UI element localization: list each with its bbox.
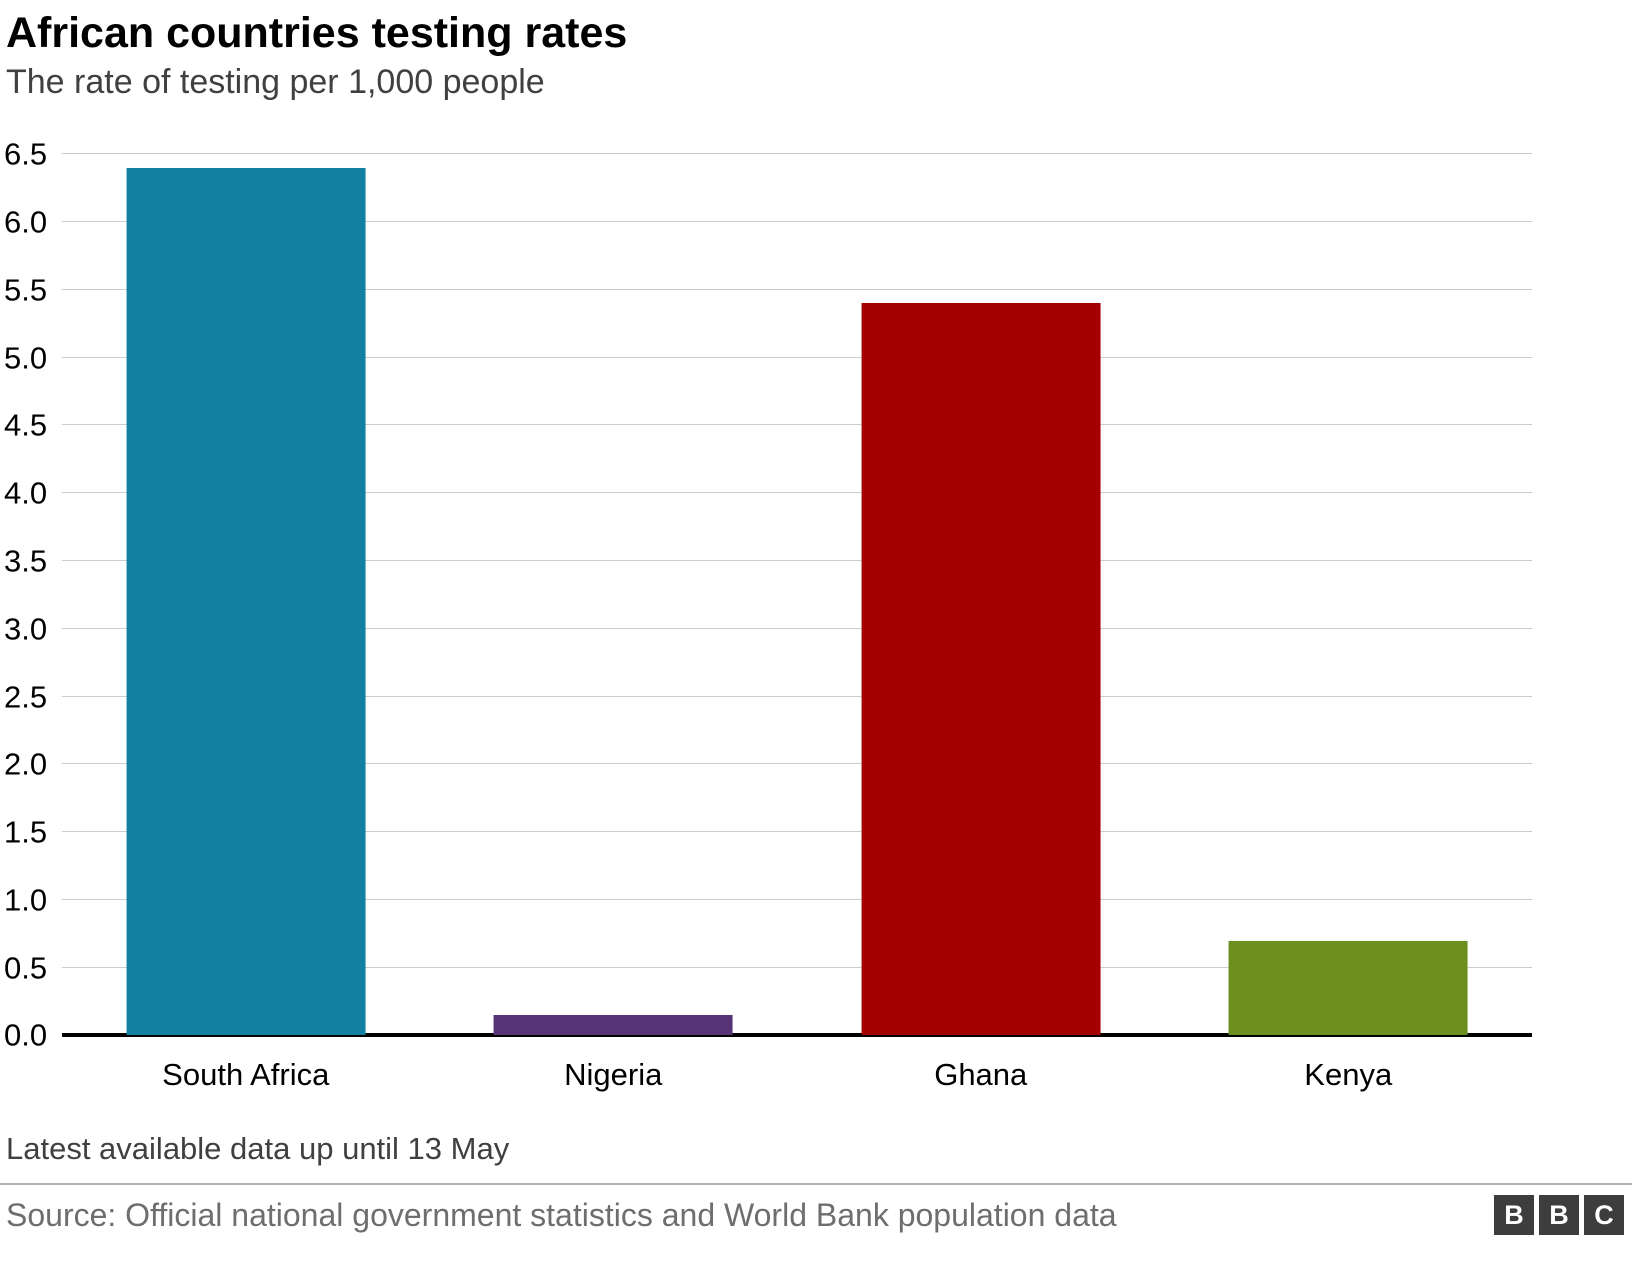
- y-tick-label: 1.5: [4, 814, 48, 850]
- y-tick-label: 2.5: [4, 679, 48, 715]
- bar-slot: [62, 154, 430, 1036]
- chart-subtitle: The rate of testing per 1,000 people: [6, 63, 545, 102]
- y-tick-label: 4.5: [4, 407, 48, 443]
- chart-footnote: Latest available data up until 13 May: [6, 1131, 510, 1167]
- x-axis-labels: South Africa Nigeria Ghana Kenya: [62, 1057, 1532, 1093]
- y-tick-label: 1.0: [4, 882, 48, 918]
- gridline: [62, 966, 1532, 968]
- y-tick-label: 4.0: [4, 475, 48, 511]
- y-tick-label: 2.0: [4, 746, 48, 782]
- bar-chart: 0.0 0.5 1.0 1.5 2.0 2.5 3.0 3.5 4.0 4.5 5.0 5.5 6.0 6…: [4, 139, 1533, 1093]
- gridline: [62, 424, 1532, 426]
- bar-slot: [430, 154, 798, 1036]
- x-label-nigeria: Nigeria: [564, 1057, 663, 1093]
- bar-ghana: [861, 303, 1101, 1036]
- gridline: [62, 831, 1532, 833]
- gridline: [62, 627, 1532, 629]
- chart-title: African countries testing rates: [6, 9, 628, 57]
- y-tick-label: 0.5: [4, 950, 48, 986]
- y-tick-label: 6.5: [4, 136, 48, 172]
- gridline: [62, 288, 1532, 290]
- gridline: [62, 763, 1532, 765]
- bbc-logo-letter: B: [1539, 1195, 1579, 1236]
- gridline: [62, 695, 1532, 697]
- gridline: [62, 153, 1532, 155]
- bar-kenya: [1228, 940, 1468, 1036]
- source-text: Source: Official national government sta…: [6, 1196, 1117, 1233]
- gridline: [62, 221, 1532, 223]
- y-tick-label: 5.5: [4, 272, 48, 308]
- y-tick-label: 5.0: [4, 340, 48, 376]
- bbc-logo-letter: B: [1494, 1195, 1534, 1236]
- footer-divider: [0, 1183, 1632, 1186]
- bar-nigeria: [493, 1015, 733, 1036]
- chart-footer: Source: Official national government sta…: [0, 1185, 1632, 1236]
- gridline: [62, 492, 1532, 494]
- bbc-logo-letter: C: [1584, 1195, 1624, 1236]
- x-label-kenya: Kenya: [1304, 1057, 1393, 1093]
- y-tick-label: 3.5: [4, 543, 48, 579]
- x-axis-baseline: [62, 1033, 1532, 1038]
- y-tick-label: 6.0: [4, 204, 48, 240]
- gridline: [62, 898, 1532, 900]
- x-label-ghana: Ghana: [934, 1057, 1028, 1093]
- gridline: [62, 356, 1532, 358]
- bar-slot: [1165, 154, 1533, 1036]
- plot-area: 0.0 0.5 1.0 1.5 2.0 2.5 3.0 3.5 4.0 4.5 5.0 5.5 6.0 6…: [4, 139, 1533, 1051]
- y-tick-label: 3.0: [4, 611, 48, 647]
- bar-south-africa: [126, 167, 366, 1036]
- bar-slot: [797, 154, 1165, 1036]
- x-label-south-africa: South Africa: [162, 1057, 330, 1093]
- bars-container: [62, 154, 1533, 1036]
- y-tick-label: 0.0: [4, 1017, 48, 1053]
- gridline: [62, 560, 1532, 562]
